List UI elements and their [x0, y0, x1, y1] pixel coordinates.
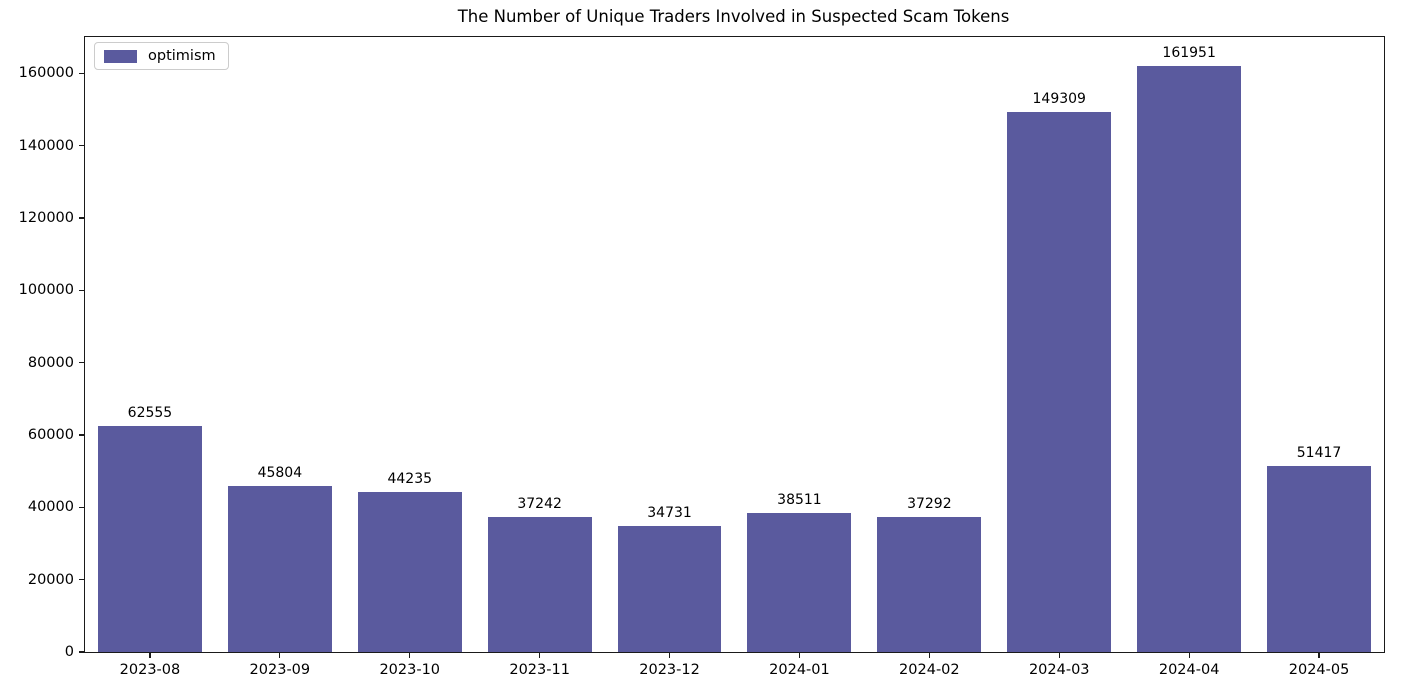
y-axis-tick-label: 100000	[18, 282, 74, 299]
bar-value-label: 44235	[387, 470, 433, 487]
bar-value-label: 62555	[127, 404, 173, 421]
legend: optimism	[94, 42, 229, 70]
x-axis-tick-label: 2023-10	[379, 662, 441, 678]
bar-value-label: 51417	[1296, 444, 1342, 461]
y-axis-tick	[78, 217, 84, 219]
y-axis-tick-label: 60000	[27, 426, 74, 443]
y-axis-tick-label: 160000	[18, 65, 74, 82]
x-axis-tick	[1058, 653, 1060, 659]
x-axis-tick	[798, 653, 801, 659]
bar-2024-04	[1137, 66, 1242, 652]
bar-value-label: 34731	[647, 505, 692, 522]
x-axis-tick	[409, 653, 411, 659]
bar-value-label: 161951	[1162, 45, 1216, 62]
bar-value-label: 45804	[257, 465, 303, 482]
y-axis-tick	[78, 72, 84, 74]
x-axis-tick-label: 2024-05	[1288, 662, 1350, 678]
legend-label-optimism: optimism	[148, 48, 216, 64]
bar-value-label: 149309	[1032, 90, 1086, 107]
x-axis-tick-label: 2023-12	[639, 662, 700, 678]
x-axis-tick-label: 2024-01	[769, 662, 830, 678]
x-axis-tick-label: 2023-09	[249, 662, 311, 678]
x-axis-tick-label: 2023-08	[119, 662, 181, 678]
y-axis-tick	[78, 361, 84, 364]
x-axis-tick	[1188, 653, 1190, 659]
x-axis-tick-label: 2024-04	[1158, 662, 1220, 678]
bar-2023-12	[617, 526, 722, 652]
bar-2024-03	[1007, 111, 1112, 652]
bar-2024-01	[747, 512, 852, 652]
y-axis-tick	[78, 651, 84, 653]
chart-title: The Number of Unique Traders Involved in…	[457, 7, 1010, 26]
bar-2024-05	[1267, 466, 1371, 652]
plot-area: optimism 62555 2023-08 45804 2023-09 44235 20…	[19, 36, 1385, 678]
bar-value-label: 37242	[517, 496, 562, 513]
y-axis-tick-label: 40000	[27, 499, 74, 516]
x-axis-tick-label: 2023-11	[509, 662, 570, 678]
bar-value-label: 37292	[907, 496, 952, 513]
y-axis-tick	[78, 289, 84, 291]
y-axis-tick	[78, 144, 84, 147]
y-axis-tick	[78, 578, 84, 581]
y-axis-tick-label: 80000	[27, 354, 74, 371]
y-axis-tick	[78, 434, 84, 436]
y-axis-tick-label: 0	[64, 644, 74, 660]
y-axis-tick-label: 140000	[18, 137, 74, 154]
x-axis-tick	[928, 653, 930, 659]
x-axis-tick	[668, 653, 671, 659]
x-axis-tick-label: 2024-03	[1028, 662, 1090, 678]
y-axis-tick	[78, 506, 84, 508]
bar-2023-10	[357, 491, 462, 652]
legend-swatch-optimism	[104, 49, 137, 63]
y-axis-tick-label: 120000	[18, 209, 74, 226]
bar-2023-09	[227, 486, 332, 652]
bar-2024-02	[877, 517, 982, 652]
bar-2023-08	[97, 425, 202, 652]
x-axis-tick	[1318, 653, 1320, 659]
bar-2023-11	[487, 517, 592, 652]
bar-value-label: 38511	[777, 491, 822, 508]
y-axis-tick-label: 20000	[27, 571, 74, 588]
x-axis-tick-label: 2024-02	[899, 662, 960, 678]
x-axis-tick	[539, 653, 541, 659]
x-axis-tick	[149, 653, 151, 659]
x-axis-tick	[279, 653, 281, 659]
